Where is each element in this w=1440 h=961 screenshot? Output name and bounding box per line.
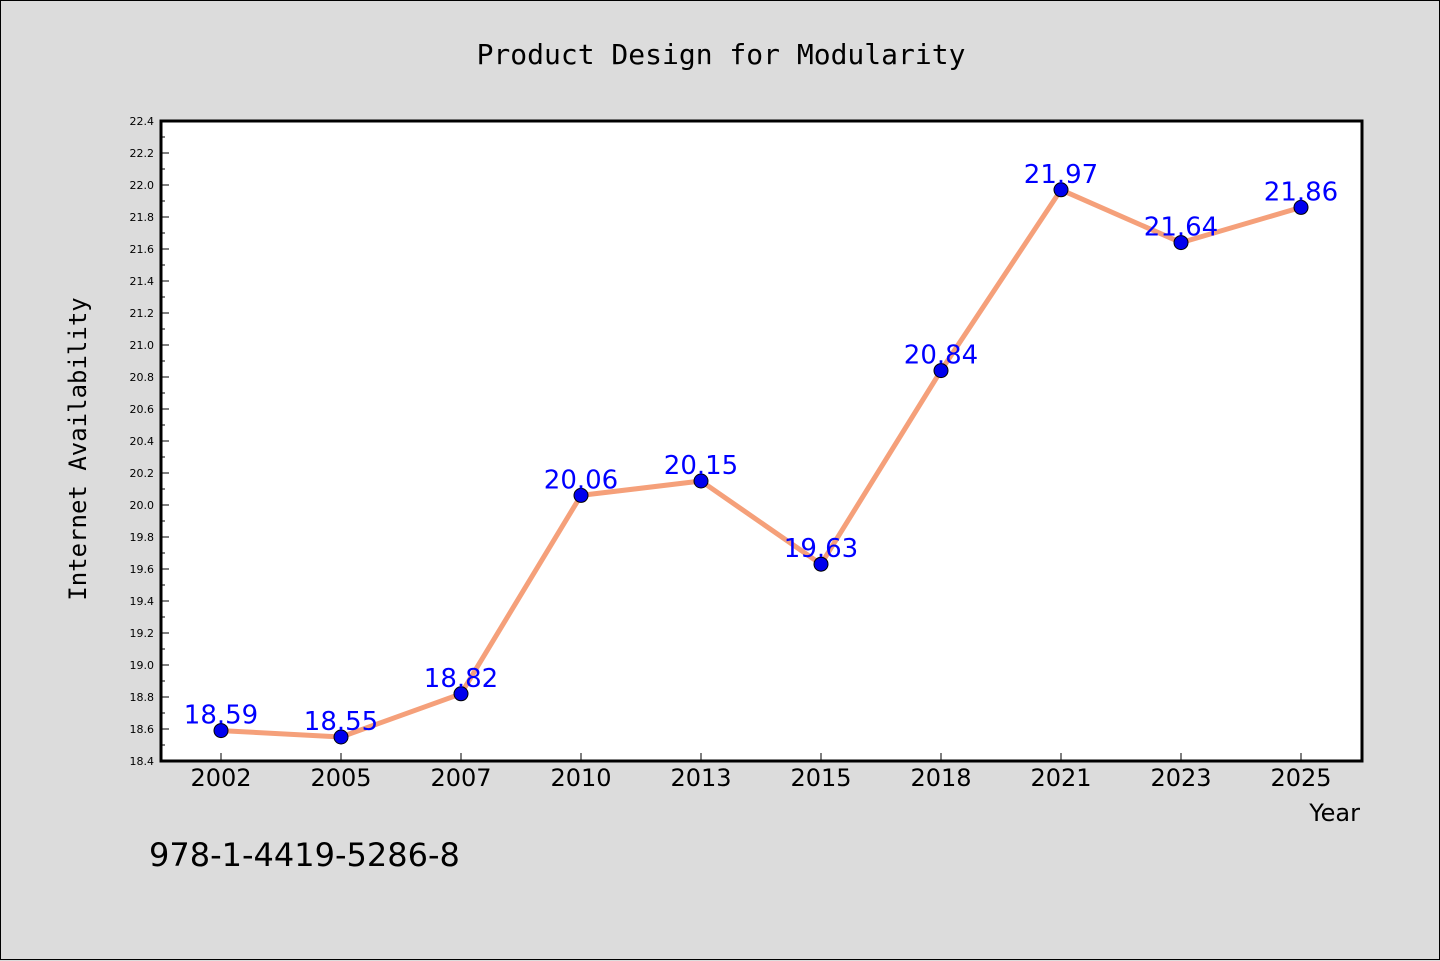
y-tick-label: 22.0 — [130, 179, 155, 192]
data-label: 18.82 — [424, 664, 498, 694]
y-tick-label: 20.0 — [130, 499, 155, 512]
data-point — [693, 473, 709, 489]
x-tick-label: 2025 — [1270, 764, 1331, 792]
plot-area — [159, 119, 1364, 763]
data-point — [453, 686, 469, 702]
y-tick-label: 18.6 — [130, 723, 155, 736]
data-label: 21.64 — [1144, 213, 1218, 243]
x-tick-label: 2015 — [790, 764, 851, 792]
data-label: 19.63 — [784, 534, 858, 564]
x-tick-label: 2010 — [550, 764, 611, 792]
y-tick-label: 22.2 — [130, 147, 155, 160]
data-label: 20.84 — [904, 341, 978, 371]
data-label: 20.15 — [664, 451, 738, 481]
y-tick-label: 21.0 — [130, 339, 155, 352]
y-axis: 18.4 18.6 18.8 19.0 19.2 19.4 19.6 19.8 20.0 20.2… — [130, 115, 169, 768]
y-tick-label: 20.6 — [130, 403, 155, 416]
y-tick-label: 19.0 — [130, 659, 155, 672]
data-points — [213, 182, 1309, 745]
x-tick-label: 2005 — [310, 764, 371, 792]
chart-title: Product Design for Modularity — [477, 38, 966, 71]
y-tick-label: 18.8 — [130, 691, 155, 704]
data-point — [1173, 235, 1189, 251]
data-label: 21.97 — [1024, 160, 1098, 190]
data-point — [933, 363, 949, 379]
data-label: 20.06 — [544, 465, 618, 495]
y-tick-label: 21.4 — [130, 275, 155, 288]
y-tick-label: 21.8 — [130, 211, 155, 224]
data-point — [213, 723, 229, 739]
x-tick-label: 2018 — [910, 764, 971, 792]
y-axis-label: Internet Availability — [64, 297, 92, 600]
data-point — [1053, 182, 1069, 198]
y-tick-label: 18.4 — [130, 755, 155, 768]
y-tick-label: 19.8 — [130, 531, 155, 544]
x-tick-label: 2002 — [190, 764, 251, 792]
data-label: 18.59 — [184, 701, 258, 731]
y-tick-label: 20.8 — [130, 371, 155, 384]
x-tick-label: 2021 — [1030, 764, 1091, 792]
y-tick-label: 19.6 — [130, 563, 155, 576]
x-axis: 2002 2005 2007 2010 2013 2015 2018 2021 2023 2025 — [190, 753, 1332, 792]
data-point — [813, 556, 829, 572]
isbn-annotation: 978-1-4419-5286-8 — [149, 836, 460, 874]
y-tick-label: 19.4 — [130, 595, 155, 608]
y-tick-label: 21.6 — [130, 243, 155, 256]
data-label: 21.86 — [1264, 177, 1338, 207]
data-point — [333, 729, 349, 745]
data-label: 18.55 — [304, 707, 378, 737]
x-tick-label: 2007 — [430, 764, 491, 792]
x-axis-label: Year — [1308, 799, 1360, 827]
x-tick-label: 2023 — [1150, 764, 1211, 792]
data-labels: 18.59 18.55 18.82 20.06 20.15 19.63 20.84 21.97… — [184, 160, 1338, 737]
y-tick-label: 20.2 — [130, 467, 155, 480]
x-tick-label: 2013 — [670, 764, 731, 792]
y-tick-label: 22.4 — [130, 115, 155, 128]
data-point — [573, 487, 589, 503]
y-tick-label: 21.2 — [130, 307, 155, 320]
y-tick-label: 19.2 — [130, 627, 155, 640]
y-tick-label: 20.4 — [130, 435, 155, 448]
data-point — [1293, 199, 1309, 215]
series-line — [220, 187, 1302, 740]
